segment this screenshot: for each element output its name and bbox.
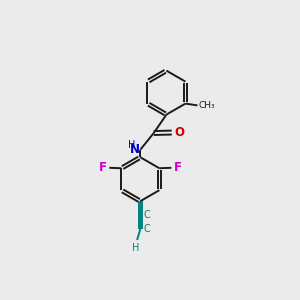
Text: CH₃: CH₃ [198,101,215,110]
Text: H: H [132,243,140,253]
Text: F: F [99,161,107,174]
Text: C: C [143,210,150,220]
Text: C: C [143,224,150,234]
Text: F: F [174,161,182,174]
Text: N: N [130,143,140,156]
Text: H: H [128,140,135,151]
Text: O: O [175,126,185,139]
